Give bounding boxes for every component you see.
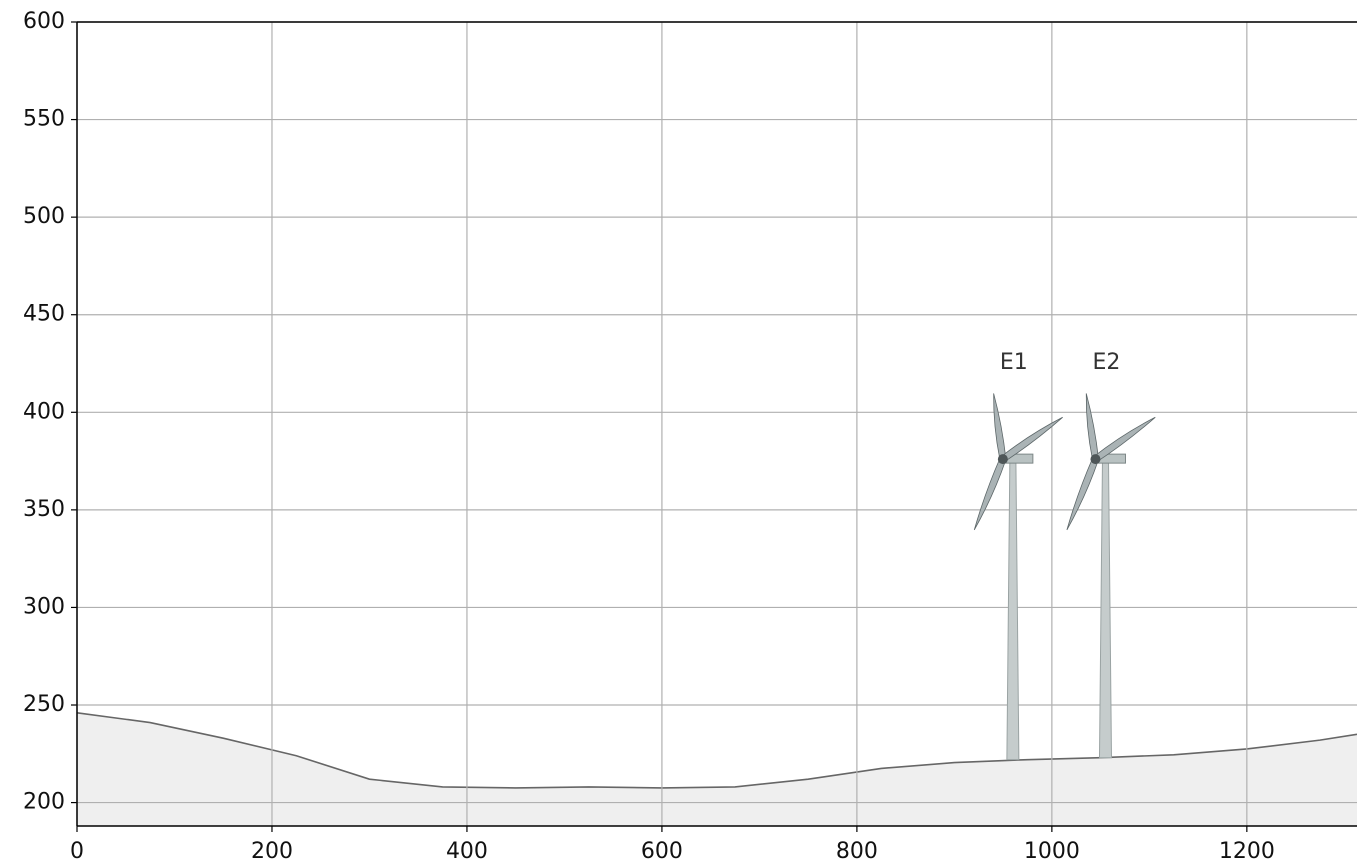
- turbine-tower: [1098, 458, 1112, 759]
- turbine-blade: [1000, 416, 1063, 463]
- turbine-blade: [1066, 457, 1099, 531]
- blade-shape: [1093, 416, 1156, 463]
- x-tick-label: 600: [641, 839, 683, 864]
- blade-shape: [1000, 416, 1063, 463]
- y-tick-label: 500: [23, 204, 65, 229]
- y-tick-label: 350: [23, 497, 65, 522]
- turbine-tower: [1006, 458, 1020, 761]
- terrain-area: [77, 712, 1357, 826]
- blade-shape: [993, 393, 1007, 460]
- terrain-line: [76, 712, 1357, 789]
- turbine-label: E1: [1000, 350, 1028, 375]
- y-tick-label: 200: [23, 790, 65, 815]
- y-tick-label: 550: [23, 107, 65, 132]
- x-tick-label: 400: [446, 839, 488, 864]
- x-tick-label: 1200: [1219, 839, 1275, 864]
- blade-shape: [1066, 457, 1099, 531]
- y-tick-label: 300: [23, 594, 65, 619]
- x-tick-label: 0: [70, 839, 84, 864]
- turbine-blade: [973, 457, 1007, 531]
- turbine-blade: [1085, 393, 1099, 460]
- x-tick-label: 800: [836, 839, 878, 864]
- x-tick-label: 1000: [1024, 839, 1080, 864]
- x-tick-label: 200: [251, 839, 293, 864]
- y-tick-label: 400: [23, 399, 65, 424]
- turbine-label: E2: [1093, 350, 1121, 375]
- turbine-hub: [1090, 454, 1101, 465]
- blade-shape: [1085, 393, 1099, 460]
- blade-shape: [973, 457, 1007, 531]
- y-tick-label: 450: [23, 302, 65, 327]
- y-tick-label: 600: [23, 9, 65, 34]
- turbine-blade: [1093, 416, 1156, 463]
- y-tick-label: 250: [23, 692, 65, 717]
- turbine-hub: [997, 454, 1008, 465]
- turbine-blade: [993, 393, 1007, 460]
